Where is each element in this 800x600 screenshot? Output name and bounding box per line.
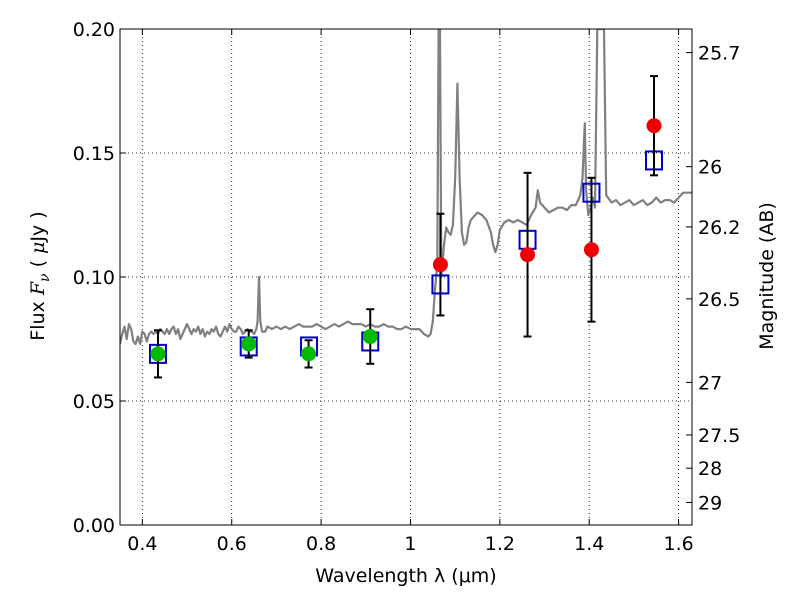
spectrum-layer xyxy=(120,29,692,346)
marker-layer xyxy=(148,75,664,379)
y-tick-label: 0.00 xyxy=(73,515,115,537)
green-data-point xyxy=(301,346,317,362)
x-tick-label: 1 xyxy=(404,533,416,555)
y-tick-label: 0.05 xyxy=(73,391,115,413)
mag-tick-label: 27 xyxy=(698,372,722,394)
y-tick-label: 0.15 xyxy=(73,143,115,165)
green-data-point xyxy=(362,329,378,345)
y-tick-label: 0.20 xyxy=(73,19,115,41)
green-data-point xyxy=(150,346,166,362)
red-data-point xyxy=(583,242,599,258)
red-data-point xyxy=(520,247,536,263)
mag-tick-label: 28 xyxy=(698,458,722,480)
red-data-point xyxy=(432,257,448,273)
green-data-point xyxy=(241,336,257,352)
x-axis-label: Wavelength λ (μm) xyxy=(315,565,496,587)
x-tick-label: 1.6 xyxy=(663,533,693,555)
right-axis-label: Magnitude (AB) xyxy=(756,202,778,350)
tick-layer: 0.4 0.6 0.8 1 1.2 1.4 1.6 0.00 0.05 0.10 0.15 0.20 2… xyxy=(73,19,741,555)
mag-tick-label: 29 xyxy=(698,492,722,514)
mag-tick-label: 26 xyxy=(698,157,722,179)
mag-tick-label: 25.7 xyxy=(698,43,740,65)
x-tick-label: 0.6 xyxy=(217,533,247,555)
spectrum-line xyxy=(120,29,692,346)
x-tick-label: 1.2 xyxy=(485,533,515,555)
x-tick-label: 0.8 xyxy=(306,533,336,555)
x-tick-label: 0.4 xyxy=(127,533,157,555)
mag-tick-label: 27.5 xyxy=(698,425,740,447)
grid xyxy=(120,28,692,526)
x-tick-label: 1.4 xyxy=(574,533,604,555)
mag-tick-label: 26.2 xyxy=(698,217,740,239)
plot-frame xyxy=(119,28,693,526)
mag-tick-label: 26.5 xyxy=(698,289,740,311)
red-data-point xyxy=(646,118,662,134)
y-tick-label: 0.10 xyxy=(73,267,115,289)
y-axis-label: Flux Fν ( μJy ) xyxy=(27,211,53,340)
